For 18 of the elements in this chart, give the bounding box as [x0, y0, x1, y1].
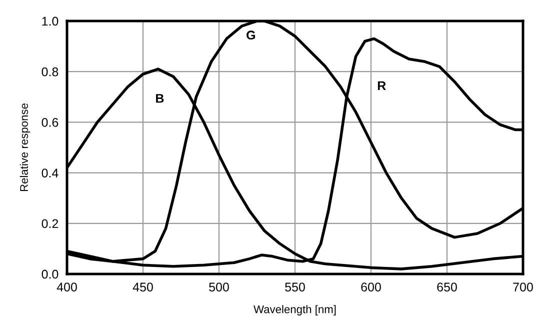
series-label: B [156, 94, 164, 103]
x-tick-label: 550 [285, 282, 305, 292]
y-axis-title: Relative response [20, 104, 30, 192]
x-tick-label: 400 [56, 282, 77, 292]
x-tick-label: 700 [513, 282, 533, 292]
x-tick-label: 500 [209, 282, 229, 292]
series-label: G [246, 30, 256, 40]
text: R [378, 81, 386, 90]
y-tick-label: 0.8 [42, 67, 58, 76]
x-tick-label: 450 [132, 282, 153, 292]
x-axis-title: Wavelength [nm] [254, 305, 336, 316]
y-tick-label: 0.6 [42, 118, 58, 127]
y-tick-label: 0.2 [42, 219, 58, 228]
y-tick-label: 1.0 [42, 16, 58, 26]
x-tick-label: 650 [437, 282, 457, 292]
y-tick-label: 0.4 [42, 168, 58, 178]
y-tick-label: 0.0 [42, 270, 58, 279]
x-tick-label: 600 [361, 282, 381, 292]
